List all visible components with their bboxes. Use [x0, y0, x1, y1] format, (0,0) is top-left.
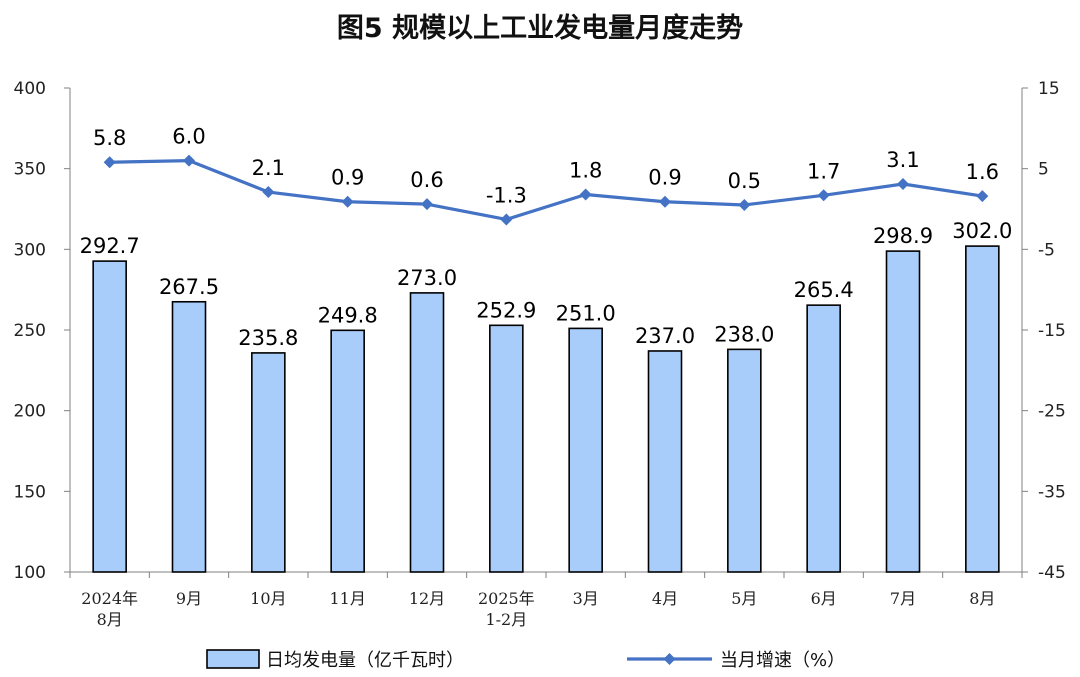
bar: [806, 304, 841, 573]
bar-value-label: 251.0: [556, 301, 616, 325]
x-tick-label: 5月: [731, 589, 757, 608]
line-point: [738, 198, 751, 211]
bar-series: [92, 245, 1000, 573]
x-tick-label: 2025年: [478, 589, 535, 608]
bar: [885, 250, 921, 573]
x-tick-label: 2024年: [81, 589, 138, 608]
right-tick-label: -45: [1038, 563, 1066, 583]
chart-title: 图5 规模以上工业发电量月度走势: [336, 13, 744, 44]
line-point: [897, 177, 909, 190]
right-tick-label: -15: [1038, 321, 1066, 341]
right-tick-label: 5: [1038, 160, 1049, 180]
left-tick-label: 300: [14, 240, 46, 260]
line-point: [341, 195, 354, 208]
bar: [330, 329, 365, 573]
bar: [171, 300, 207, 573]
bar: [727, 348, 762, 573]
bar: [647, 350, 683, 573]
legend: 日均发电量（亿千瓦时） 当月增速（%）: [206, 649, 845, 671]
line-point: [183, 154, 195, 167]
bar-value-label: 237.0: [635, 324, 695, 348]
line-value-label: 1.6: [966, 160, 999, 184]
bar-value-label: 265.4: [794, 278, 854, 302]
bar: [568, 327, 603, 573]
line-value-label: 1.8: [569, 158, 602, 182]
bar-value-label: 235.8: [238, 326, 298, 350]
left-tick-label: 400: [14, 79, 46, 99]
line-point: [976, 190, 989, 203]
x-tick-label: 11月: [329, 589, 365, 608]
right-tick-label: -5: [1038, 240, 1055, 260]
line-value-label: 0.9: [331, 166, 364, 190]
line-value-label: -1.3: [486, 183, 527, 207]
line-value-label: 0.5: [728, 169, 761, 193]
bar-value-label: 273.0: [397, 266, 457, 290]
right-tick-label: -35: [1038, 482, 1066, 502]
line-value-label: 2.1: [252, 156, 285, 180]
x-tick-label: 8月: [969, 589, 995, 608]
x-tick-label: 3月: [573, 589, 599, 608]
x-tick-label: 12月: [409, 589, 445, 608]
right-tick-label: 15: [1038, 79, 1060, 99]
x-tick-label: 7月: [890, 589, 916, 608]
bar: [409, 292, 445, 573]
x-tick-label: 1-2月: [485, 610, 527, 629]
line-point: [421, 198, 433, 211]
legend-line-label: 当月增速（%）: [720, 650, 845, 671]
line-value-label: 0.6: [410, 168, 443, 192]
line-series: [103, 154, 989, 226]
left-tick-label: 250: [14, 321, 46, 341]
bar: [251, 352, 286, 573]
line-point: [500, 213, 513, 226]
line-value-label: 6.0: [172, 125, 205, 149]
bar: [965, 245, 1000, 573]
left-tick-label: 350: [14, 160, 46, 180]
left-tick-label: 200: [14, 402, 46, 422]
x-tick-label: 4月: [652, 589, 678, 608]
line-point: [659, 195, 671, 208]
bar-value-label: 238.0: [714, 322, 774, 346]
x-tick-label: 10月: [250, 589, 286, 608]
legend-bar-swatch: [206, 649, 260, 669]
line-point: [262, 186, 275, 199]
bar-value-label: 249.8: [318, 303, 378, 327]
bar: [92, 260, 127, 573]
line-point: [103, 156, 116, 169]
line-value-label: 0.9: [648, 166, 681, 190]
x-tick-label: 9月: [176, 589, 202, 608]
x-tick-label: 6月: [811, 589, 837, 608]
bar-value-label: 298.9: [873, 224, 933, 248]
bar-value-label: 302.0: [952, 219, 1012, 243]
line-point: [817, 189, 830, 202]
bar-value-label: 252.9: [476, 298, 536, 322]
line-value-label: 5.8: [93, 126, 126, 150]
data-labels: 292.7 267.5 235.8 249.8 273.0 252.9 251.0 237.0…: [80, 125, 1013, 350]
line-value-label: 1.7: [807, 159, 840, 183]
bar-value-label: 267.5: [159, 275, 219, 299]
right-tick-label: -25: [1038, 402, 1066, 422]
line-value-label: 3.1: [886, 148, 919, 172]
x-tick-label: 8月: [97, 610, 123, 629]
left-tick-label: 100: [14, 563, 46, 583]
legend-line-marker: [663, 653, 676, 665]
axes: 100 150 200 250 300 350 400 -45 -35 -25 -15 -5 5 15 20…: [14, 79, 1066, 629]
bar: [489, 324, 524, 573]
bar-value-label: 292.7: [80, 234, 140, 258]
growth-line: [109, 159, 983, 222]
left-tick-label: 150: [14, 482, 46, 502]
line-point: [579, 188, 592, 201]
legend-bar-label: 日均发电量（亿千瓦时）: [266, 650, 464, 671]
